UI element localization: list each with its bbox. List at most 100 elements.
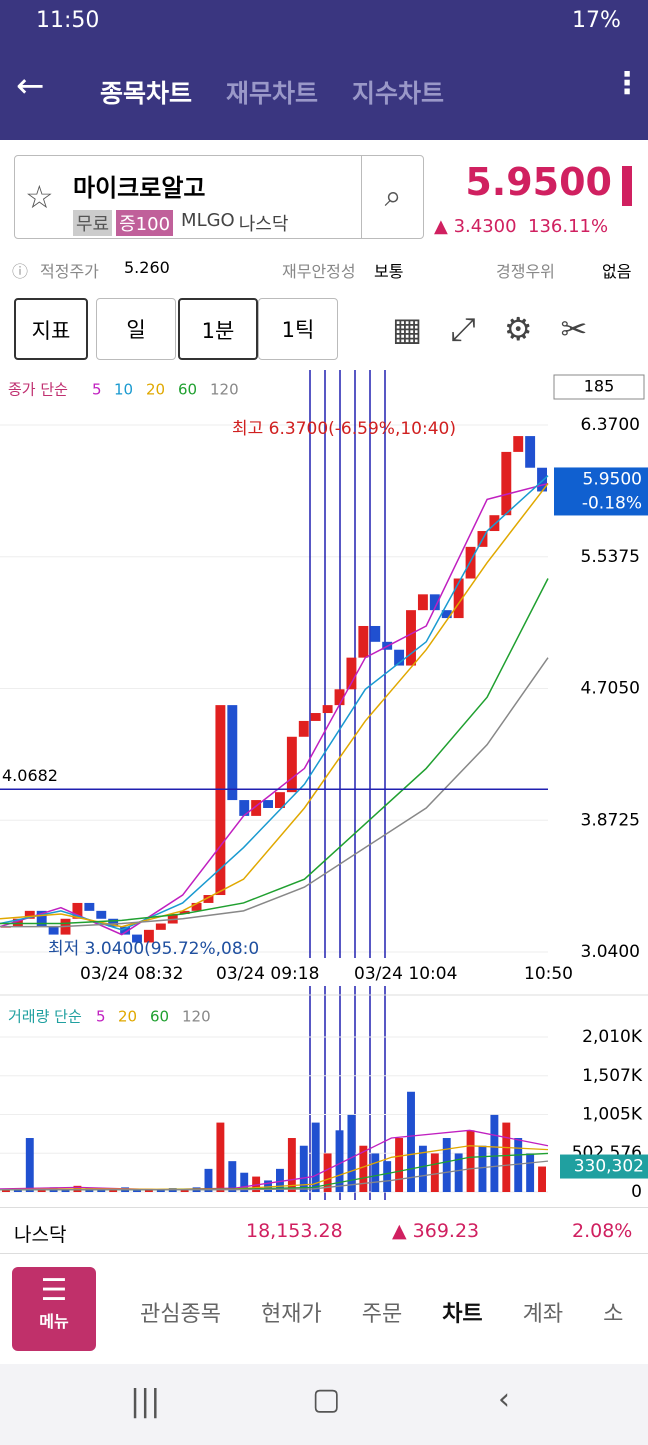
- candle: [453, 578, 464, 619]
- volume-bar: [204, 1168, 213, 1192]
- ma-line: [0, 1160, 549, 1191]
- ma-line: [0, 482, 549, 936]
- index-name: 나스닥: [14, 1224, 67, 1246]
- index-pct: 2.08%: [572, 1220, 633, 1242]
- volume-bar: [287, 1138, 296, 1192]
- toolbar-button[interactable]: 일: [96, 298, 176, 360]
- index-change-value: 369.23: [412, 1220, 480, 1242]
- candle: [24, 910, 35, 919]
- candle: [108, 918, 119, 927]
- candle: [441, 610, 452, 619]
- candle: [358, 625, 369, 658]
- nav-item[interactable]: 소: [603, 1302, 624, 1327]
- volume-bar: [37, 1188, 46, 1192]
- nav-item[interactable]: 차트: [442, 1302, 483, 1327]
- current-label: 330,302: [574, 1157, 644, 1177]
- toolbar-button[interactable]: 지표: [14, 298, 88, 360]
- legend-entry: 60: [178, 381, 197, 399]
- candle: [36, 910, 47, 927]
- candle: [179, 910, 190, 915]
- candle: [12, 918, 23, 927]
- battery: 17%: [572, 8, 621, 33]
- market: 나스닥: [238, 214, 289, 235]
- volume-bar: [109, 1189, 118, 1192]
- y-tick-label: 0: [631, 1182, 642, 1202]
- menu-icon: ☰: [40, 1273, 68, 1308]
- candle: [370, 625, 381, 642]
- tag: 무료: [73, 210, 113, 236]
- y-tick-label: 1,005K: [582, 1105, 643, 1125]
- candle: [167, 914, 178, 924]
- star[interactable]: ☆: [25, 178, 54, 216]
- legend-entry: 5: [92, 381, 102, 399]
- volume-bar: [156, 1189, 165, 1192]
- x-axis-band: [0, 958, 648, 986]
- volume-bar: [395, 1138, 404, 1192]
- candle: [501, 451, 512, 516]
- toolbar: 지표 일 1분 1틱: [14, 298, 344, 362]
- toolbar-button[interactable]: 1분: [178, 298, 258, 360]
- tab[interactable]: 종목차트: [100, 79, 193, 108]
- volume-bar: [252, 1176, 261, 1192]
- legend-title: 거래량 단순: [8, 1008, 82, 1026]
- info-value: 보통: [374, 262, 404, 281]
- ma-line: [0, 1145, 549, 1191]
- search[interactable]: ⌕: [361, 156, 424, 238]
- volume-bar: [526, 1153, 535, 1192]
- candle: [48, 926, 59, 935]
- more[interactable]: ⋮: [612, 66, 642, 101]
- info-label: 재무안정성: [282, 262, 356, 281]
- ma-line: [0, 578, 549, 925]
- y-tick-label: 3.0400: [581, 942, 640, 962]
- toolbar-button[interactable]: 1틱: [258, 298, 338, 360]
- nav-item[interactable]: 주문: [361, 1302, 403, 1327]
- tab[interactable]: 지수차트: [352, 79, 445, 108]
- back-nav[interactable]: ‹: [498, 1382, 510, 1417]
- volume-bar: [216, 1122, 225, 1192]
- menu-button[interactable]: ☰ 메뉴: [12, 1267, 96, 1351]
- hline-label: 4.0682: [2, 766, 58, 785]
- y-tick-label: 3.8725: [581, 810, 640, 830]
- volume-bar: [61, 1189, 70, 1192]
- volume-bar: [240, 1172, 249, 1192]
- x-tick-label: 03/24 09:18: [216, 964, 319, 984]
- recent-apps[interactable]: |||: [130, 1384, 161, 1419]
- volume-bar: [2, 1190, 10, 1192]
- tool-icons[interactable]: ▦⤢⚙✂: [392, 310, 616, 348]
- home[interactable]: ▢: [312, 1382, 341, 1417]
- volume-bar: [97, 1188, 106, 1192]
- candle: [239, 800, 250, 816]
- low-label: 최저 3.0400(95.72%,08:0: [48, 939, 259, 959]
- legend-entry: 120: [182, 1008, 211, 1026]
- nav-item[interactable]: 관심종목: [140, 1302, 221, 1327]
- nav-item[interactable]: 계좌: [522, 1302, 564, 1327]
- back[interactable]: ←: [16, 66, 45, 106]
- volume-bar: [383, 1161, 392, 1192]
- current-change: -0.18%: [582, 493, 642, 513]
- candle: [263, 800, 273, 808]
- info-value: 5.260: [124, 258, 170, 277]
- time: 11:50: [36, 8, 100, 33]
- volume-bar: [371, 1153, 380, 1192]
- index-change: ▲ 369.23: [392, 1220, 480, 1242]
- x-tick-label: 10:50: [524, 964, 573, 984]
- candle: [417, 594, 428, 611]
- stock-box[interactable]: ☆ 마이크로알고 무료 증100 MLGO 나스닥 ⌕: [14, 155, 424, 239]
- count-box: [553, 374, 645, 400]
- volume-bar: [299, 1145, 308, 1192]
- candle: [215, 705, 226, 896]
- candle: [286, 736, 297, 793]
- candle: [84, 902, 95, 911]
- volume-bar: [490, 1114, 499, 1192]
- ticker: MLGO: [181, 210, 235, 231]
- change: ▲ 3.4300 136.11%: [434, 216, 609, 237]
- y-tick-label: 5.5375: [581, 547, 640, 567]
- ma-line: [0, 1152, 549, 1191]
- volume-bar: [323, 1153, 332, 1192]
- nav-item[interactable]: 현재가: [260, 1302, 322, 1327]
- volume-bar: [25, 1138, 34, 1192]
- candle: [406, 610, 416, 666]
- tab[interactable]: 재무차트: [226, 79, 319, 108]
- legend-title: 종가 단순: [8, 381, 68, 399]
- current-box: [554, 467, 648, 516]
